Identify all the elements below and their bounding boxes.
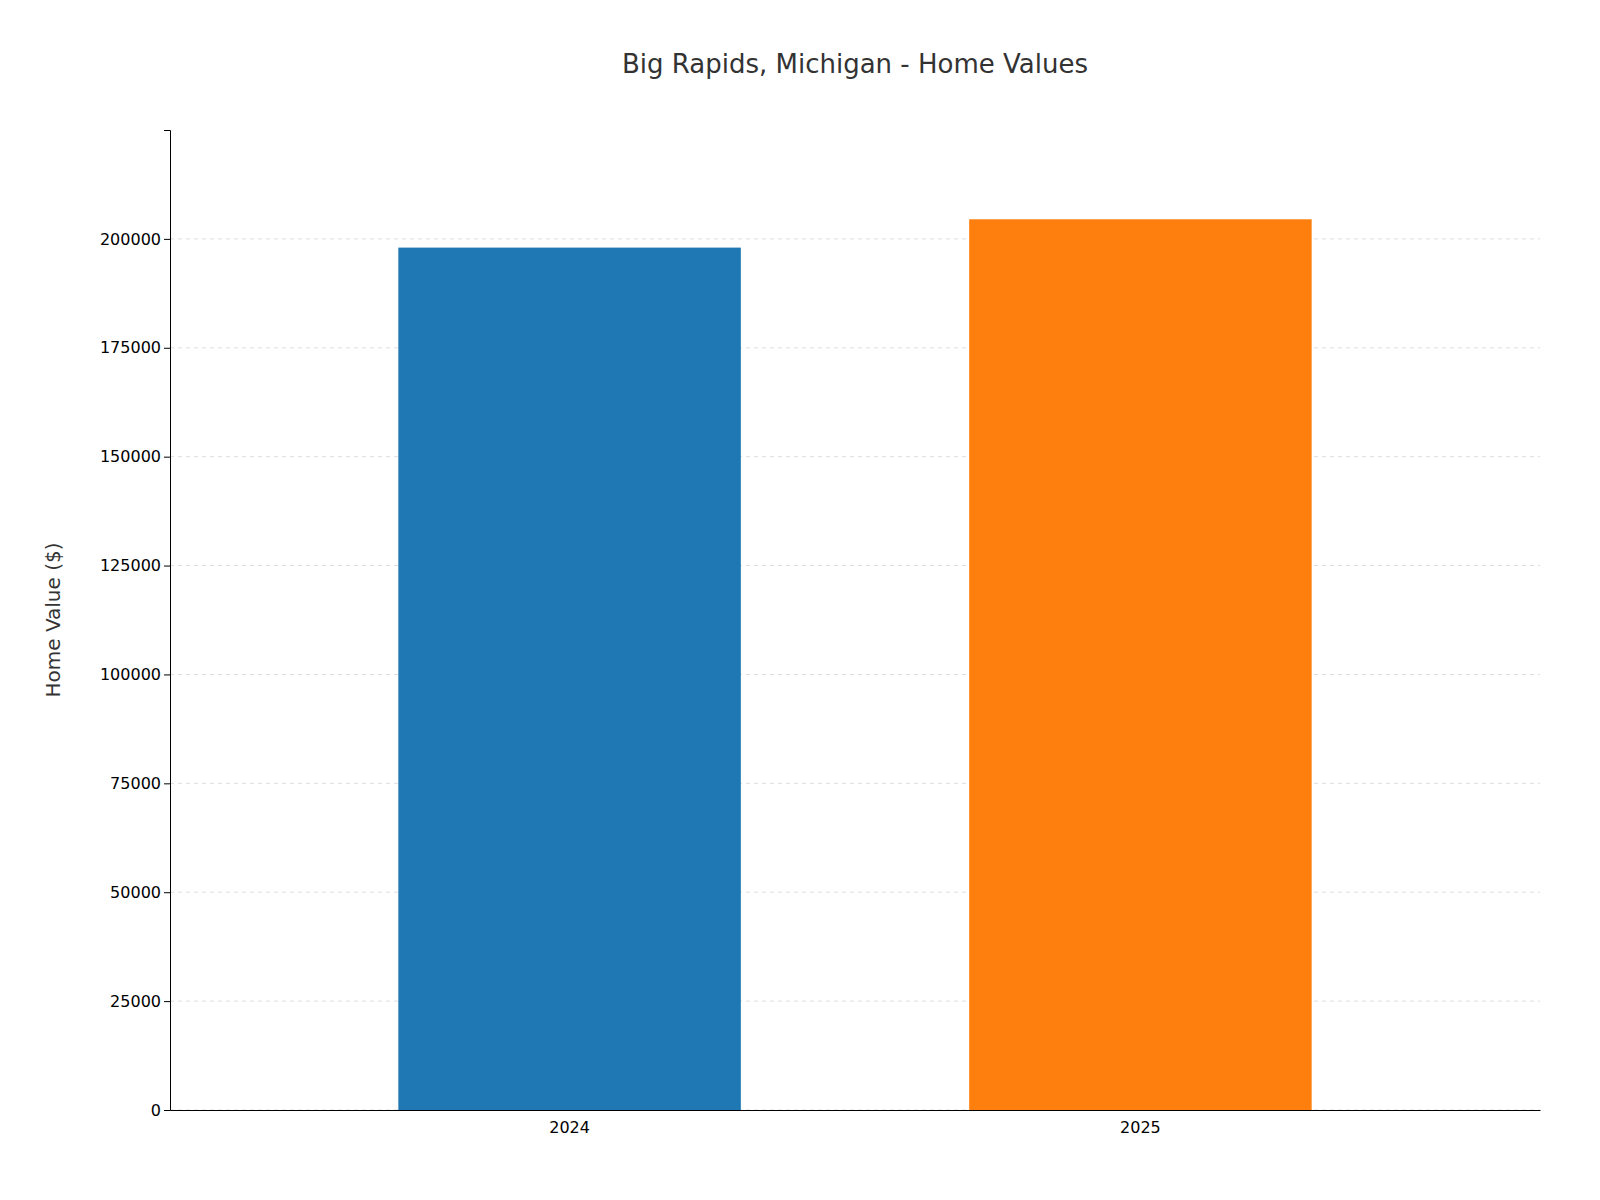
y-axis-line — [164, 131, 171, 1111]
grid-line — [170, 892, 1540, 893]
y-tick-mark — [164, 783, 170, 784]
y-tick-label: 125000 — [100, 556, 161, 575]
y-tick-mark — [164, 1001, 170, 1002]
grid-line — [170, 1110, 1540, 1111]
y-tick-mark — [164, 348, 170, 349]
y-axis-title: Home Value ($) — [41, 542, 65, 697]
bar — [398, 248, 741, 1110]
grid-line — [170, 565, 1540, 566]
grid-line — [170, 783, 1540, 784]
y-tick-label: 50000 — [110, 883, 161, 902]
y-tick: 50000 — [110, 883, 170, 902]
x-tick-label: 2024 — [549, 1118, 590, 1137]
y-tick: 100000 — [100, 665, 170, 684]
y-tick-label: 175000 — [100, 338, 161, 357]
x-tick: 2025 — [1120, 1118, 1161, 1137]
y-axis: 0 25000 50000 75000 100000 125000 150000 175000… — [100, 131, 171, 1120]
grid-line — [170, 1001, 1540, 1002]
x-axis-line — [171, 1110, 1541, 1111]
grid-line — [170, 347, 1540, 348]
y-tick: 175000 — [100, 338, 170, 357]
y-tick-mark — [164, 1110, 170, 1111]
y-tick-label: 25000 — [110, 992, 161, 1011]
grid — [170, 239, 1540, 1110]
y-tick-mark — [164, 674, 170, 675]
x-axis: 2024 2025 — [171, 1111, 1541, 1138]
y-tick-mark — [164, 457, 170, 458]
grid-line — [170, 456, 1540, 457]
y-tick-label: 75000 — [110, 774, 161, 793]
y-tick-mark — [164, 566, 170, 567]
x-tick: 2024 — [549, 1118, 590, 1137]
bars — [398, 219, 1311, 1110]
y-tick-label: 100000 — [100, 665, 161, 684]
y-tick-mark — [164, 892, 170, 893]
bar — [969, 219, 1312, 1110]
y-tick: 200000 — [100, 230, 170, 249]
x-tick-label: 2025 — [1120, 1118, 1161, 1137]
chart: 0 25000 50000 75000 100000 125000 150000 175000… — [0, 0, 1600, 1200]
y-tick: 25000 — [110, 992, 170, 1011]
grid-line — [170, 238, 1540, 239]
grid-line — [170, 674, 1540, 675]
y-tick-label: 0 — [151, 1101, 161, 1120]
y-tick: 75000 — [110, 774, 170, 793]
plot: 0 25000 50000 75000 100000 125000 150000 175000… — [100, 131, 1541, 1138]
y-tick-label: 200000 — [100, 230, 161, 249]
y-tick-mark — [164, 239, 170, 240]
y-tick: 150000 — [100, 447, 170, 466]
title: Big Rapids, Michigan - Home Values — [622, 49, 1088, 79]
y-tick: 0 — [151, 1101, 170, 1120]
y-tick: 125000 — [100, 556, 170, 575]
y-tick-label: 150000 — [100, 447, 161, 466]
